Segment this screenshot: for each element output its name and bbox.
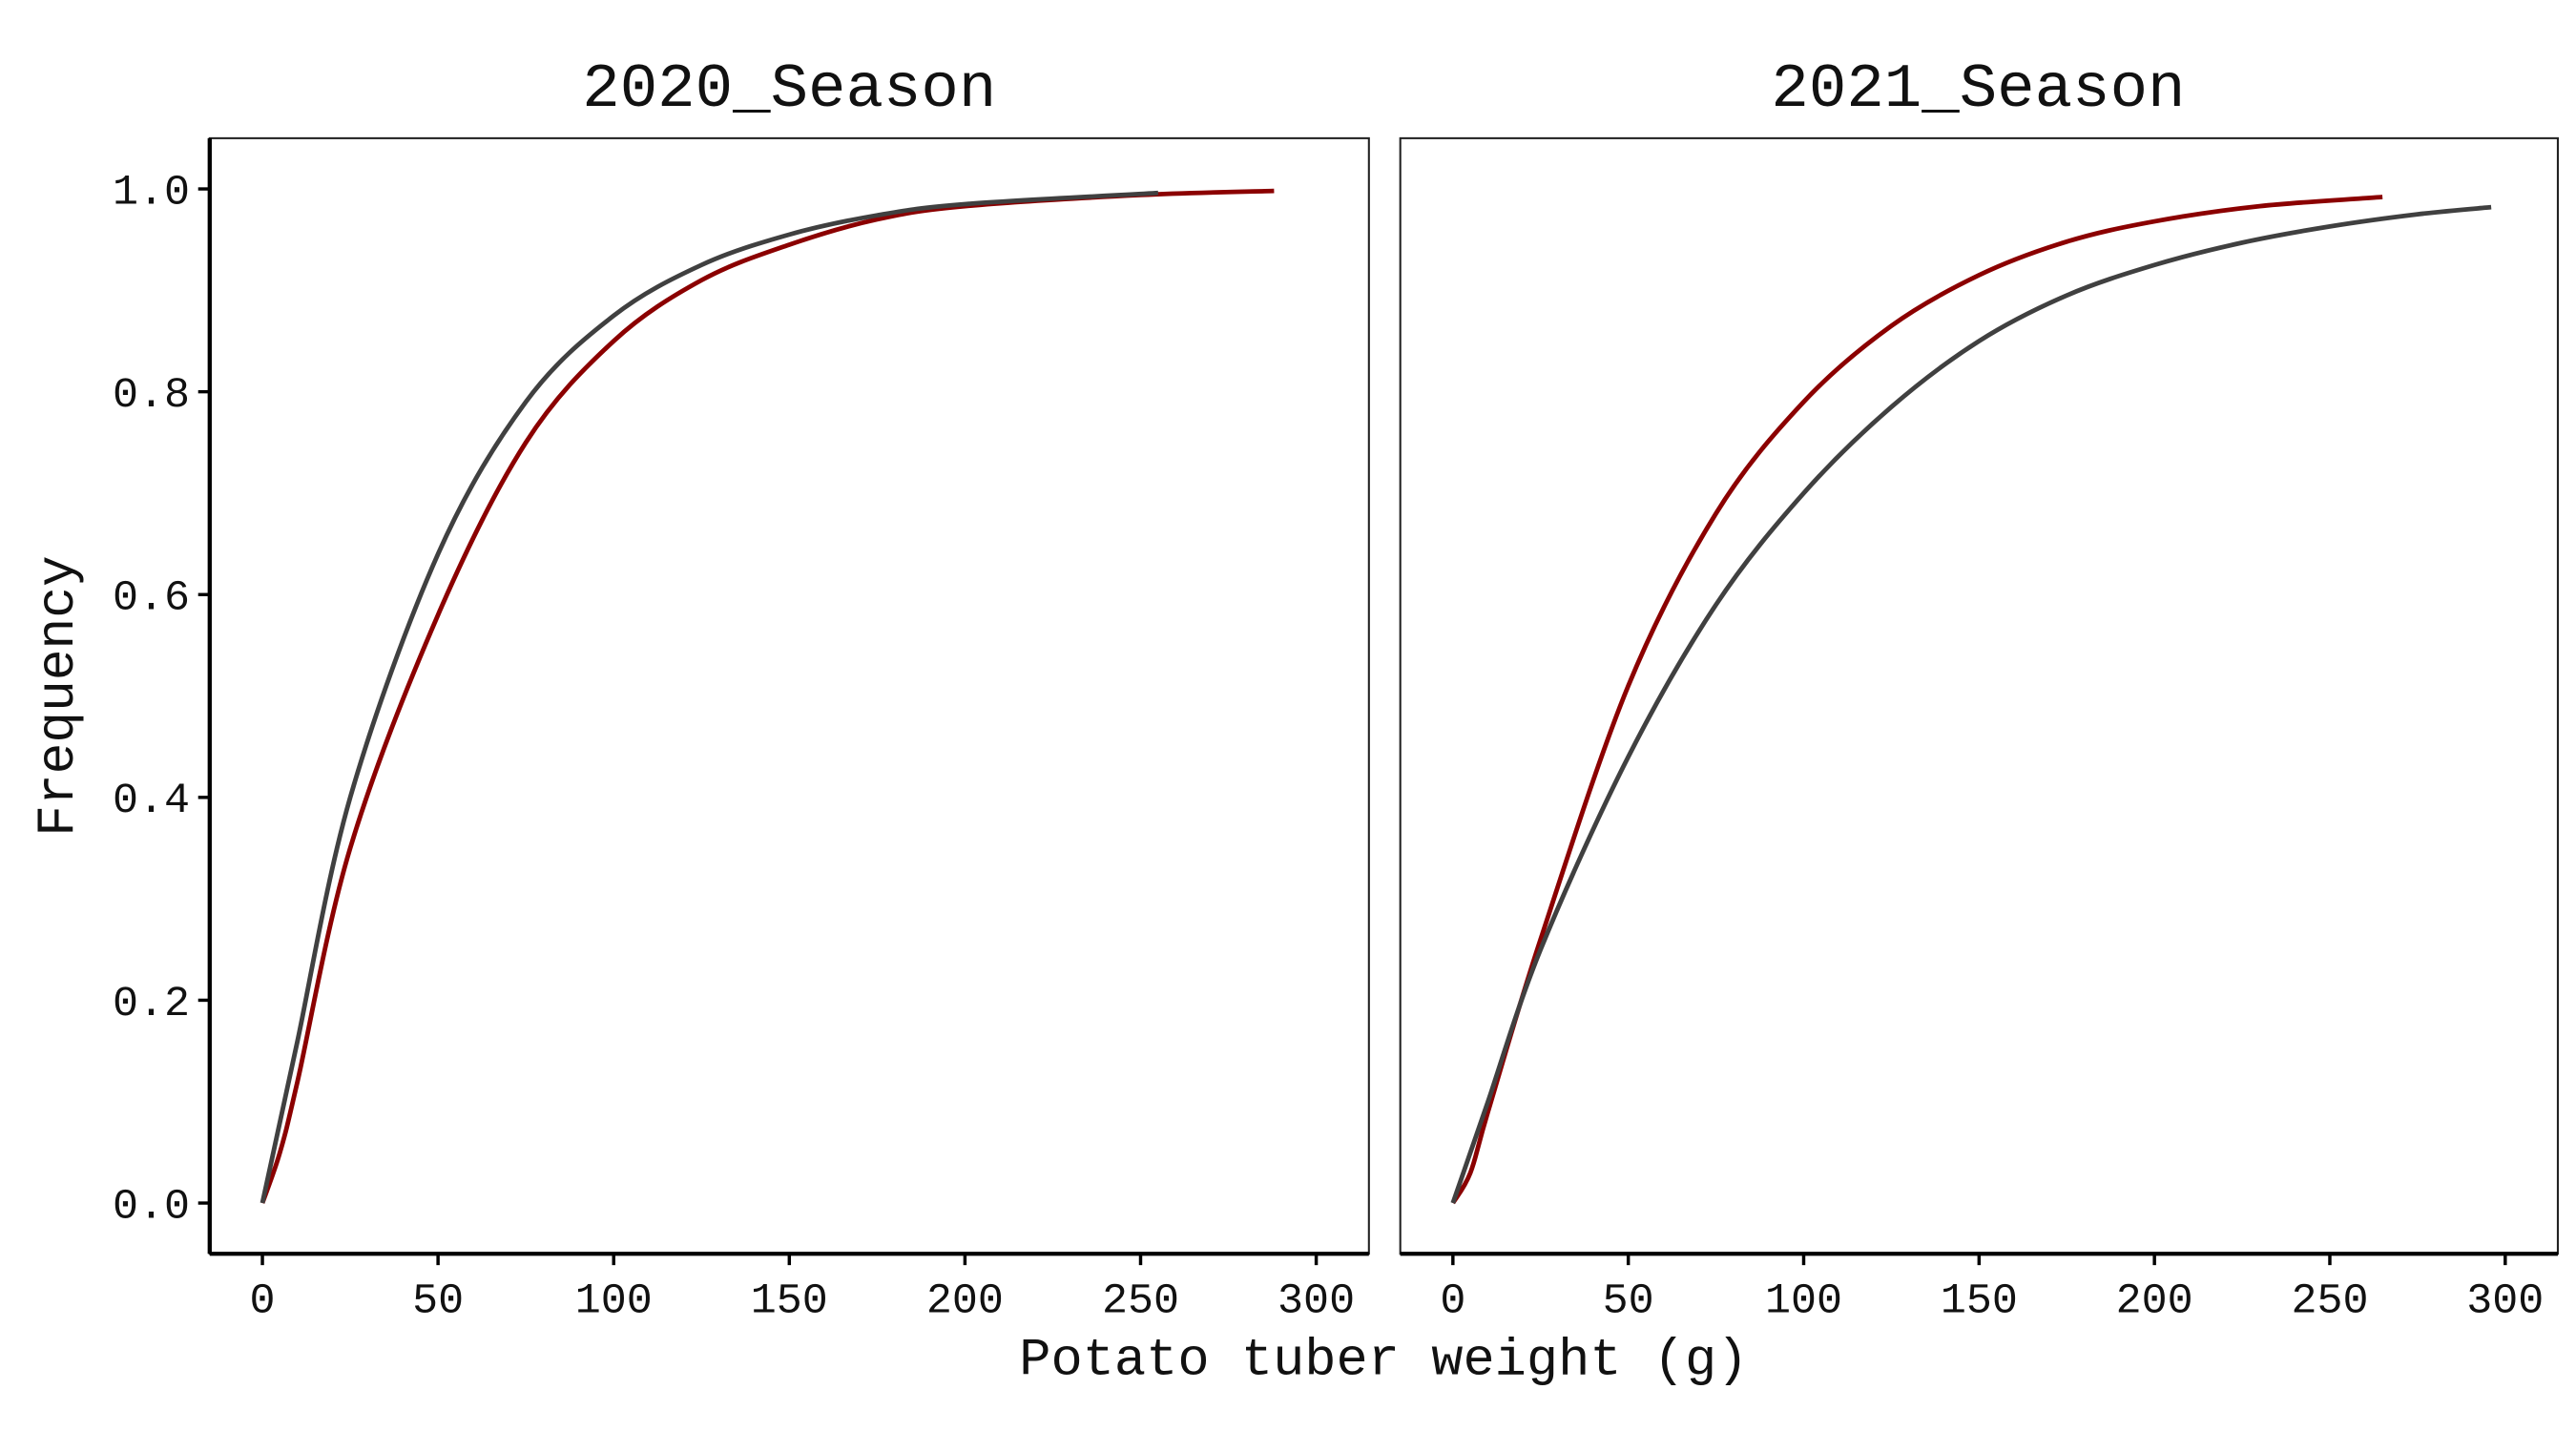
y-tick-label: 1.0 bbox=[113, 170, 190, 218]
y-tick-label: 0.6 bbox=[113, 575, 190, 623]
x-tick-label: 100 bbox=[1765, 1278, 1842, 1326]
y-tick-label: 0.0 bbox=[113, 1184, 190, 1232]
panel-title-2020: 2020_Season bbox=[582, 54, 996, 124]
x-tick-label: 50 bbox=[1603, 1278, 1654, 1326]
x-tick-label: 0 bbox=[1440, 1278, 1465, 1326]
cdf-line-panel0-series0 bbox=[260, 188, 1275, 1204]
panel-border-1 bbox=[1399, 136, 2559, 1255]
x-tick-label: 200 bbox=[926, 1278, 1004, 1326]
x-tick-label: 250 bbox=[2291, 1278, 2368, 1326]
x-tick-label: 250 bbox=[1102, 1278, 1179, 1326]
x-tick-label: 300 bbox=[1278, 1278, 1355, 1326]
cdf-line-panel1-series0 bbox=[1450, 195, 2383, 1205]
cdf-line-panel0-series1 bbox=[260, 190, 1159, 1204]
y-axis-label: Frequency bbox=[29, 555, 89, 837]
y-tick-label: 0.2 bbox=[113, 981, 190, 1028]
y-tick-label: 0.4 bbox=[113, 778, 190, 825]
panel-title-2021: 2021_Season bbox=[1771, 54, 2185, 124]
x-tick-label: 50 bbox=[412, 1278, 464, 1326]
x-tick-label: 0 bbox=[250, 1278, 276, 1326]
x-tick-label: 100 bbox=[575, 1278, 653, 1326]
cdf-line-panel1-series1 bbox=[1450, 204, 2492, 1204]
y-tick-label: 0.8 bbox=[113, 372, 190, 420]
x-axis-label: Potato tuber weight (g) bbox=[1019, 1331, 1748, 1391]
x-tick-label: 150 bbox=[1941, 1278, 2018, 1326]
x-tick-label: 200 bbox=[2116, 1278, 2193, 1326]
x-tick-label: 150 bbox=[751, 1278, 828, 1326]
x-tick-label: 300 bbox=[2466, 1278, 2544, 1326]
